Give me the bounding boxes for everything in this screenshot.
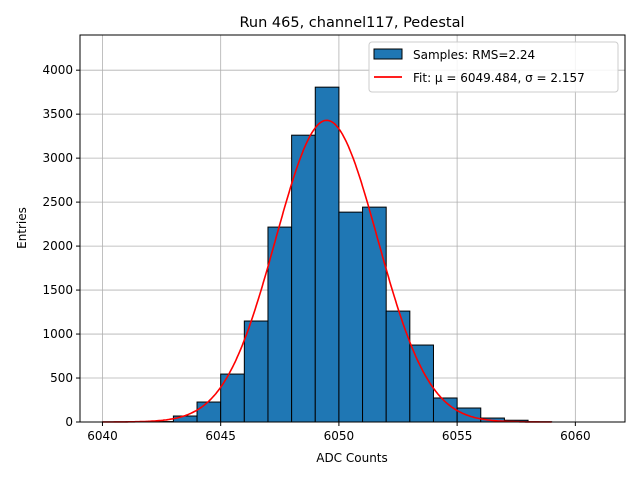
legend-fit-label: Fit: μ = 6049.484, σ = 2.157 — [413, 71, 585, 85]
y-tick-label: 2000 — [42, 239, 73, 253]
x-tick-label: 6040 — [87, 429, 118, 443]
plot-frame — [79, 34, 626, 423]
y-tick-label: 500 — [50, 371, 73, 385]
legend-box — [368, 41, 619, 93]
y-tick-label: 1500 — [42, 283, 73, 297]
legend-samples-label: Samples: RMS=2.24 — [413, 48, 535, 62]
y-tick-label: 0 — [65, 415, 73, 429]
histogram-bar — [314, 86, 340, 423]
y-axis-label: Entries — [15, 207, 29, 249]
histogram-bar — [362, 206, 387, 423]
y-tick-label: 2500 — [42, 195, 73, 209]
legend: Samples: RMS=2.24 Fit: μ = 6049.484, σ =… — [368, 41, 619, 93]
ticks: 6040 6045 6050 6055 6060 0 500 1000 1500 2000 2500… — [42, 63, 590, 443]
fit-curve — [102, 119, 552, 423]
legend-samples-swatch — [373, 48, 403, 60]
chart-title: Run 465, channel117, Pedestal — [239, 15, 464, 31]
histogram-bar — [243, 320, 269, 423]
x-tick-label: 6045 — [205, 429, 236, 443]
histogram-bar — [338, 211, 364, 423]
histogram-bar — [172, 415, 198, 423]
histogram-bar — [196, 401, 222, 423]
x-tick-label: 6060 — [560, 429, 591, 443]
x-axis-label: ADC Counts — [316, 451, 388, 465]
bars — [101, 86, 553, 423]
y-tick-label: 3000 — [42, 151, 73, 165]
y-tick-label: 1000 — [42, 327, 73, 341]
y-tick-label: 3500 — [42, 107, 73, 121]
histogram-bar — [385, 310, 411, 423]
y-tick-label: 4000 — [42, 63, 73, 77]
histogram-bar — [291, 134, 316, 423]
x-tick-label: 6055 — [442, 429, 473, 443]
x-tick-label: 6050 — [324, 429, 355, 443]
